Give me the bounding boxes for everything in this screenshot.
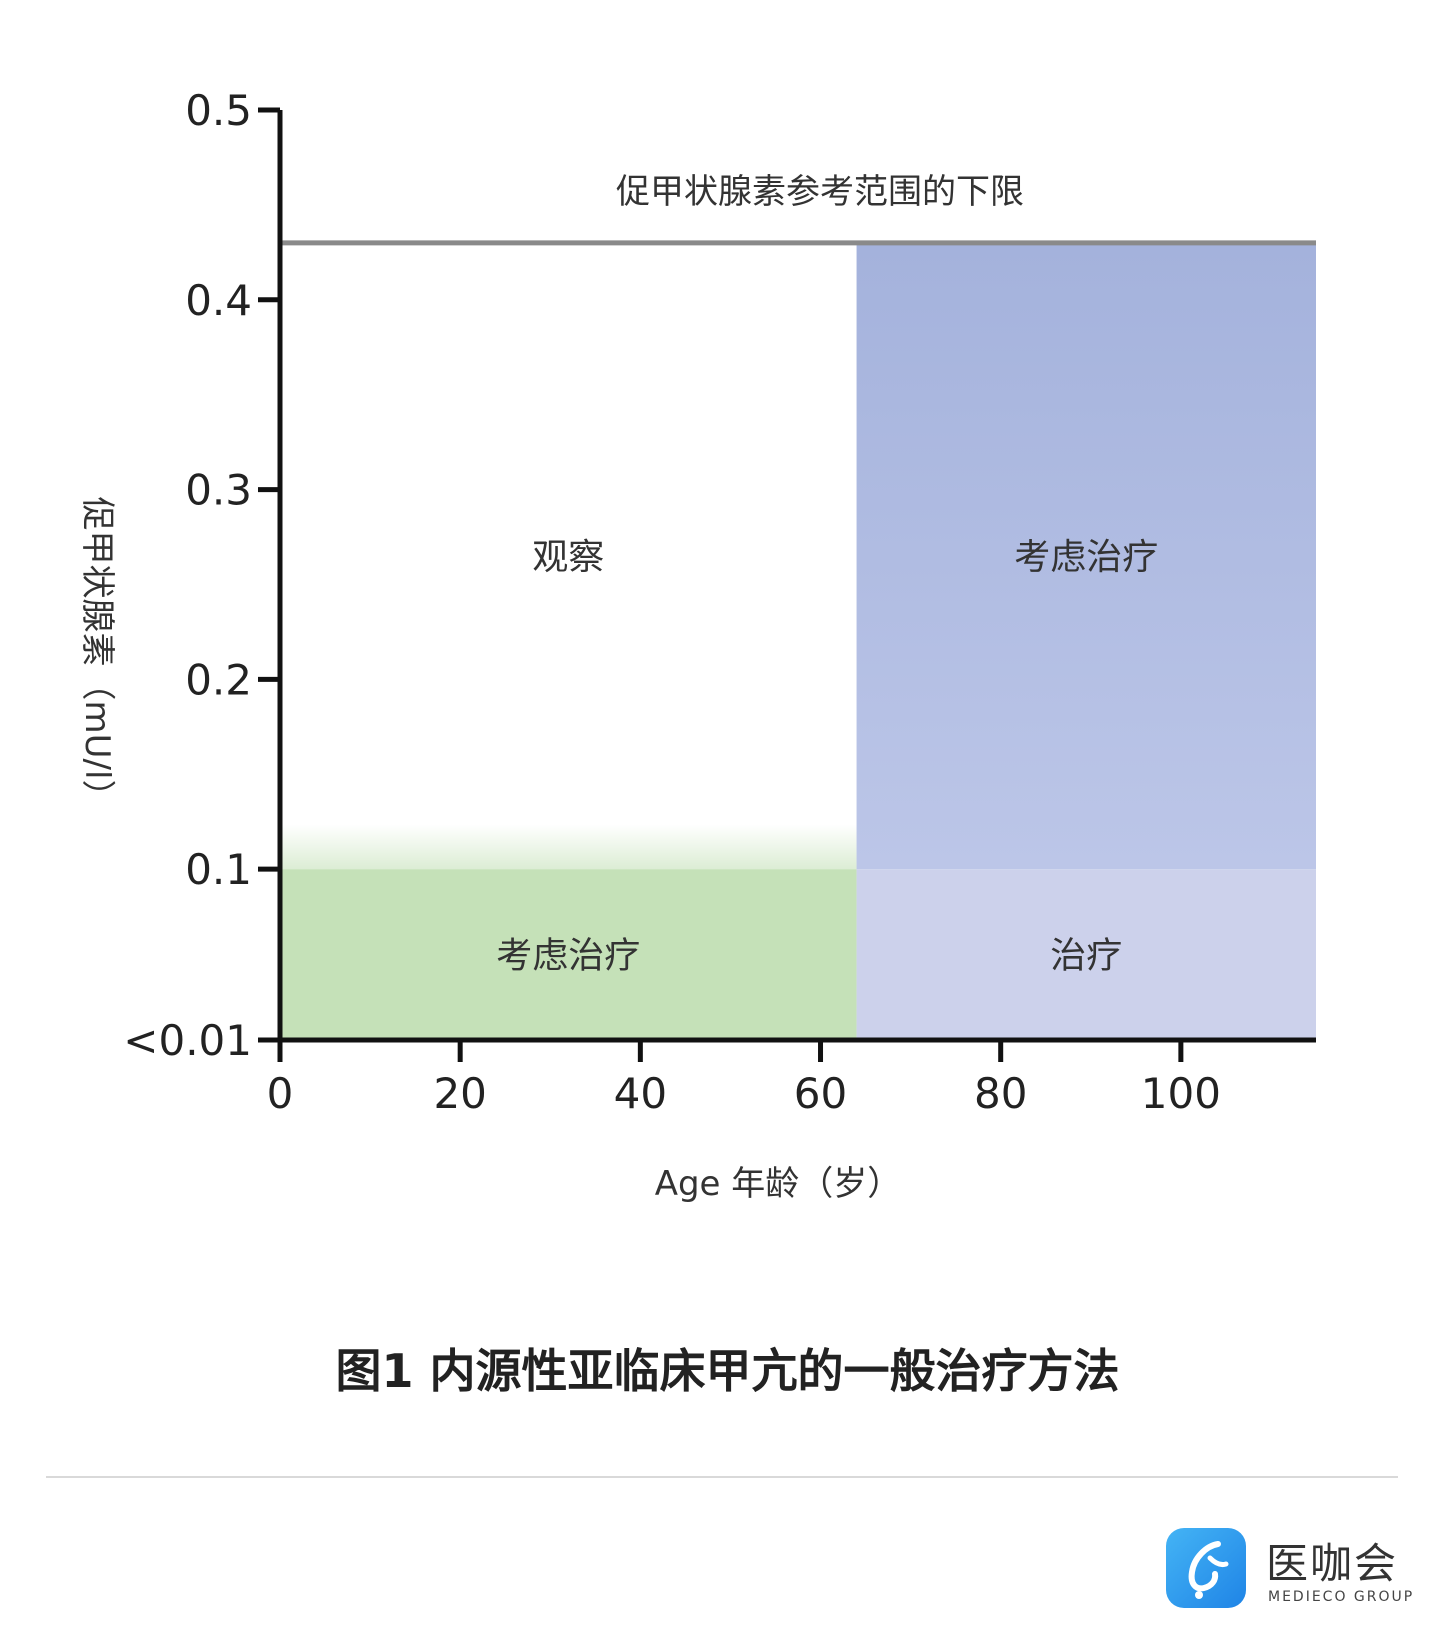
region-consider-treatment-older bbox=[856, 242, 1316, 870]
y-tick-label: 0.2 bbox=[185, 655, 252, 704]
region-fade bbox=[280, 824, 857, 870]
x-tick-label: 60 bbox=[794, 1069, 847, 1118]
region-consider-treatment-younger bbox=[280, 869, 857, 1040]
x-tick-label: 100 bbox=[1141, 1069, 1221, 1118]
region-treat bbox=[856, 869, 1316, 1040]
x-tick-label: 0 bbox=[267, 1069, 294, 1118]
x-tick-label: 80 bbox=[974, 1069, 1027, 1118]
divider bbox=[46, 1476, 1398, 1478]
region-label: 考虑治疗 bbox=[1014, 537, 1158, 578]
y-tick-label: 0.3 bbox=[185, 466, 252, 515]
region-observe bbox=[280, 242, 857, 870]
brand-name: 医咖会 bbox=[1266, 1539, 1399, 1588]
chart-canvas: <0.01 0.1 0.2 0.3 0.4 0.5 0 20 40 60 80 100 Age 年龄（岁… bbox=[77, 86, 1316, 1204]
x-tick-label: 40 bbox=[614, 1069, 667, 1118]
x-axis-title: Age 年龄（岁） bbox=[655, 1164, 902, 1204]
figure-caption: 图1 内源性亚临床甲亢的一般治疗方法 bbox=[335, 1344, 1120, 1398]
y-tick-label: 0.1 bbox=[185, 845, 252, 894]
logo-mark-icon bbox=[1166, 1528, 1246, 1608]
x-tick-label: 20 bbox=[433, 1069, 486, 1118]
region-label: 考虑治疗 bbox=[496, 936, 640, 977]
reference-line-label: 促甲状腺素参考范围的下限 bbox=[616, 172, 1024, 212]
region-label: 观察 bbox=[532, 537, 604, 578]
brand-logo[interactable]: 医咖会 MEDIECO GROUP bbox=[1166, 1528, 1426, 1610]
y-tick-label: 0.5 bbox=[185, 86, 252, 135]
brand-subtitle: MEDIECO GROUP bbox=[1268, 1589, 1415, 1605]
y-axis-title: 促甲状腺素（mU/l） bbox=[77, 497, 117, 814]
chart: <0.01 0.1 0.2 0.3 0.4 0.5 0 20 40 60 80 100 Age 年龄（岁… bbox=[77, 86, 1316, 1204]
region-label: 治疗 bbox=[1050, 936, 1122, 977]
y-tick-label: 0.4 bbox=[185, 276, 252, 325]
y-tick-label: <0.01 bbox=[123, 1016, 252, 1065]
